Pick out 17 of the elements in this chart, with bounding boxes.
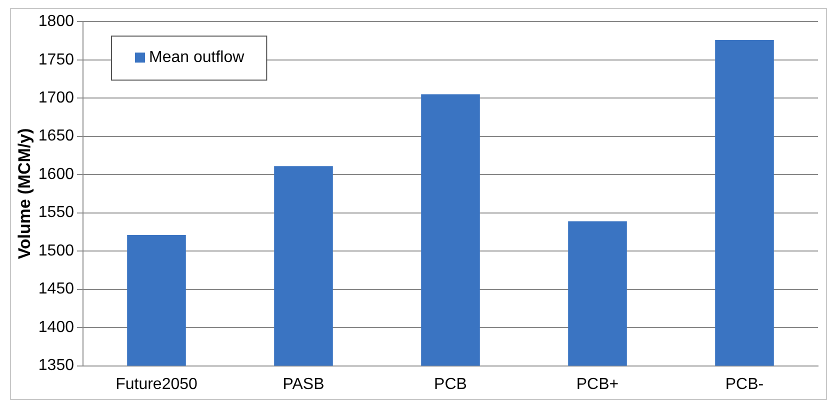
legend-label: Mean outflow [148,49,245,66]
x-tick-label: PCB+ [576,376,619,393]
y-tick-label: 1650 [38,128,74,145]
y-tick-label: 1500 [38,242,74,260]
x-tick-label: PASB [282,376,324,393]
y-tick-label: 1550 [38,204,74,222]
y-tick-label: 1350 [38,357,74,374]
y-tick-label: 1700 [38,89,74,106]
x-tick-label: PCB [434,376,467,393]
x-tick-label: Future2050 [116,376,198,393]
y-tick-label: 1400 [38,318,74,336]
y-axis-title: Volume (MCM/y) [14,128,34,260]
x-tick-label: PCB- [725,376,764,393]
y-tick-label: 1750 [38,51,74,68]
y-tick-label: 1800 [38,13,74,30]
y-tick-label: 1600 [38,166,74,183]
y-tick-label: 1450 [38,280,74,298]
